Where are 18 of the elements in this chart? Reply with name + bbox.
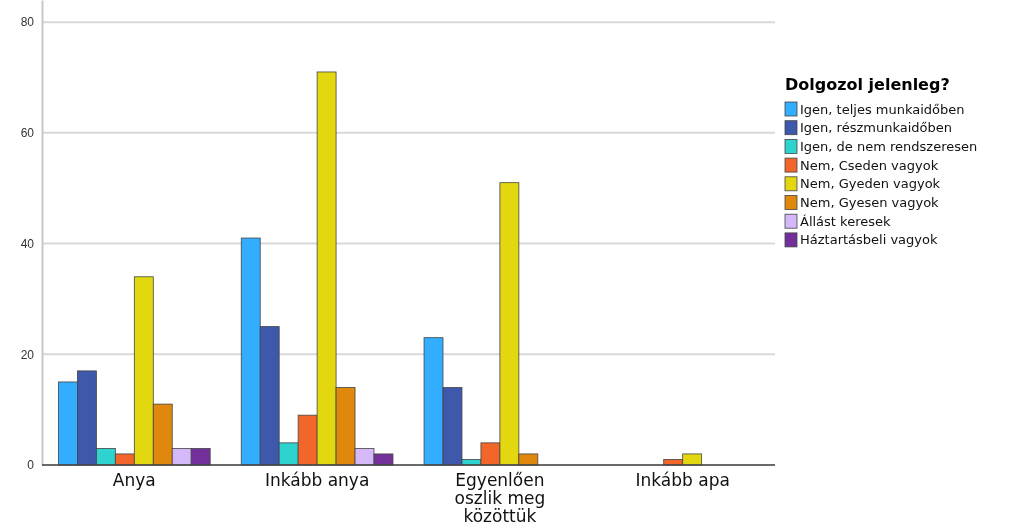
y-tick-label: 40 bbox=[20, 236, 35, 251]
legend-label: Nem, Gyeden vagyok bbox=[800, 176, 941, 192]
legend-label: Igen, részmunkaidőben bbox=[800, 120, 952, 136]
legend-title: Dolgozol jelenleg? bbox=[785, 75, 950, 94]
y-tick-label: 0 bbox=[27, 458, 35, 473]
legend-label: Nem, Cseden vagyok bbox=[800, 157, 939, 173]
legend-label: Háztartásbeli vagyok bbox=[800, 232, 938, 248]
legend-label: Nem, Gyesen vagyok bbox=[800, 195, 940, 210]
x-tick-label: Anya bbox=[112, 470, 156, 490]
legend-label: Állást keresek bbox=[800, 213, 891, 229]
x-tick-label: Inkább apa bbox=[635, 470, 730, 490]
y-tick-label: 60 bbox=[20, 126, 35, 141]
x-tick-label: Inkább anya bbox=[264, 470, 370, 490]
x-tick-label: Egyenlően oszlik meg közöttük bbox=[454, 470, 546, 526]
legend-label: Igen, teljes munkaidőben bbox=[800, 101, 965, 117]
legend-label: Igen, de nem rendszeresen bbox=[800, 138, 978, 154]
y-tick-label: 80 bbox=[20, 15, 35, 30]
y-tick-label: 20 bbox=[20, 347, 35, 362]
